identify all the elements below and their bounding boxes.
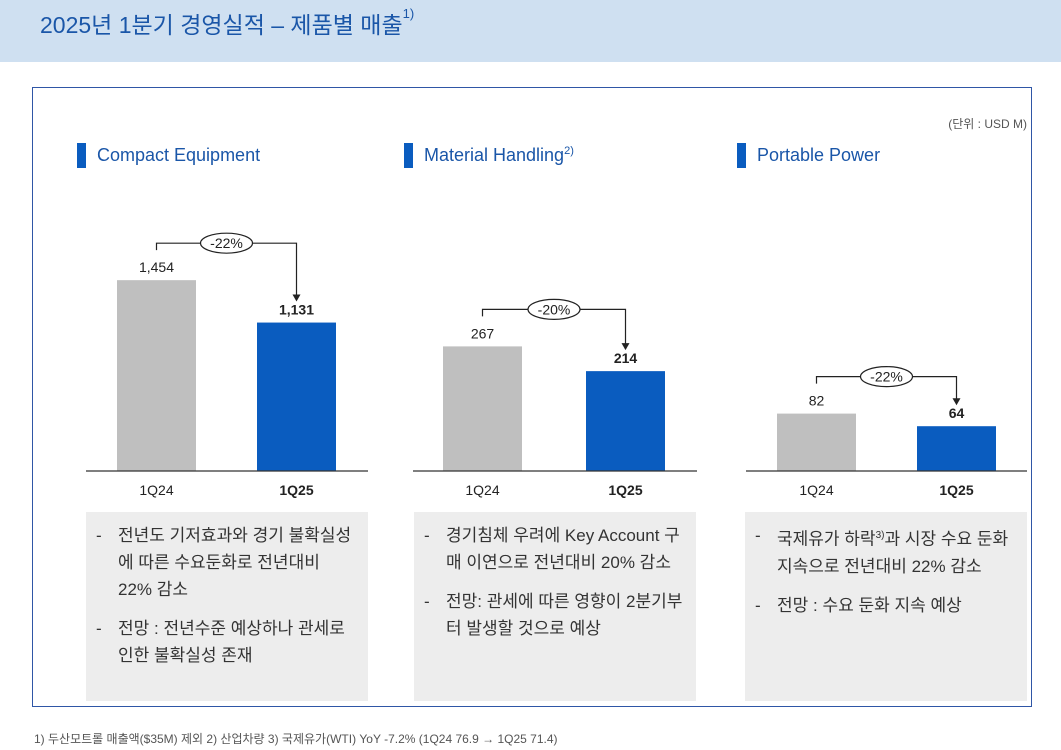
change-label: -22%: [210, 235, 243, 251]
section-footnote-marker: 2): [564, 144, 574, 157]
change-bubble: [859, 366, 914, 388]
change-label: -20%: [538, 301, 571, 317]
unit-label: (단위 : USD M): [948, 117, 1027, 131]
section-header-compact-equipment: Compact Equipment: [77, 142, 260, 168]
bullet-item: - 전망 : 수요 둔화 지속 예상: [755, 595, 962, 615]
commentary-box-material-handling: - 경기침체 우려에 Key Account 구매 이연으로 전년대비 20% 감…: [414, 512, 696, 701]
section-title: Portable Power: [757, 144, 881, 165]
footnote: 1) 두산모트롤 매출액($35M) 제외 2) 산업차량 3) 국제유가(WT…: [34, 732, 558, 746]
data-label: 1,454: [139, 259, 174, 275]
bar-1q25: [257, 322, 336, 471]
bullet-item: - 전망: 관세에 따른 영향이 2분기부터 발생할 것으로 예상: [424, 592, 683, 638]
bar-1q24: [777, 413, 856, 471]
change-arrowhead: [621, 343, 630, 351]
change-arrowhead: [292, 294, 301, 302]
data-label: 1,131: [279, 302, 314, 318]
section-header-portable-power: Portable Power: [737, 142, 880, 168]
category-label: 1Q25: [279, 482, 313, 498]
category-label: 1Q24: [799, 482, 833, 498]
category-label: 1Q25: [608, 482, 642, 498]
bar-1q25: [586, 371, 665, 471]
section-marker: [737, 142, 746, 168]
data-label: 82: [809, 393, 825, 409]
bullet-item: - 전년도 기저효과와 경기 불확실성에 따른 수요둔화로 전년대비 22% 감소: [96, 526, 352, 599]
commentary-box-portable-power: - 국제유가 하락3)과 시장 수요 둔화 지속으로 전년대비 22% 감소 -전…: [745, 512, 1027, 701]
section-title: Compact Equipment: [97, 144, 261, 165]
section-marker: [77, 142, 86, 168]
page-title: 2025년 1분기 경영실적 – 제품별 매출1): [40, 6, 415, 38]
footnote-marker: 3): [875, 530, 885, 541]
change-label: -22%: [870, 369, 903, 385]
category-label: 1Q24: [139, 482, 173, 498]
section-header-material-handling: Material Handling2): [404, 142, 574, 168]
title-footnote-marker: 1): [402, 6, 415, 21]
change-bubble: [199, 232, 254, 254]
bar-1q24: [443, 346, 522, 471]
category-label: 1Q24: [465, 482, 499, 498]
data-label: 214: [614, 350, 638, 366]
data-label: 64: [949, 405, 965, 421]
commentary-box-compact-equipment: - 전년도 기저효과와 경기 불확실성에 따른 수요둔화로 전년대비 22% 감소…: [86, 512, 368, 701]
content-frame: [32, 87, 1032, 707]
header-band: 2025년 1분기 경영실적 – 제품별 매출1): [0, 0, 1061, 62]
bar-1q25: [917, 426, 996, 471]
bullet-item: - 경기침체 우려에 Key Account 구매 이연으로 전년대비 20% 감…: [424, 526, 680, 572]
section-title: Material Handling2): [424, 144, 574, 165]
change-arrowhead: [952, 398, 961, 406]
data-label: 267: [471, 325, 495, 341]
change-bubble: [527, 298, 581, 320]
section-marker: [404, 142, 413, 168]
bullet-item: - 전망 : 전년수준 예상하나 관세로 인한 불확실성 존재: [96, 619, 345, 665]
bar-charts: 1,454 1Q24 1,131 1Q25 -22% 267 1Q24 214 1Q25 -20%…: [86, 232, 1027, 498]
bar-1q24: [117, 280, 196, 471]
category-label: 1Q25: [939, 482, 973, 498]
bullet-item: - 국제유가 하락3)과 시장 수요 둔화 지속으로 전년대비 22% 감소: [755, 526, 1009, 576]
